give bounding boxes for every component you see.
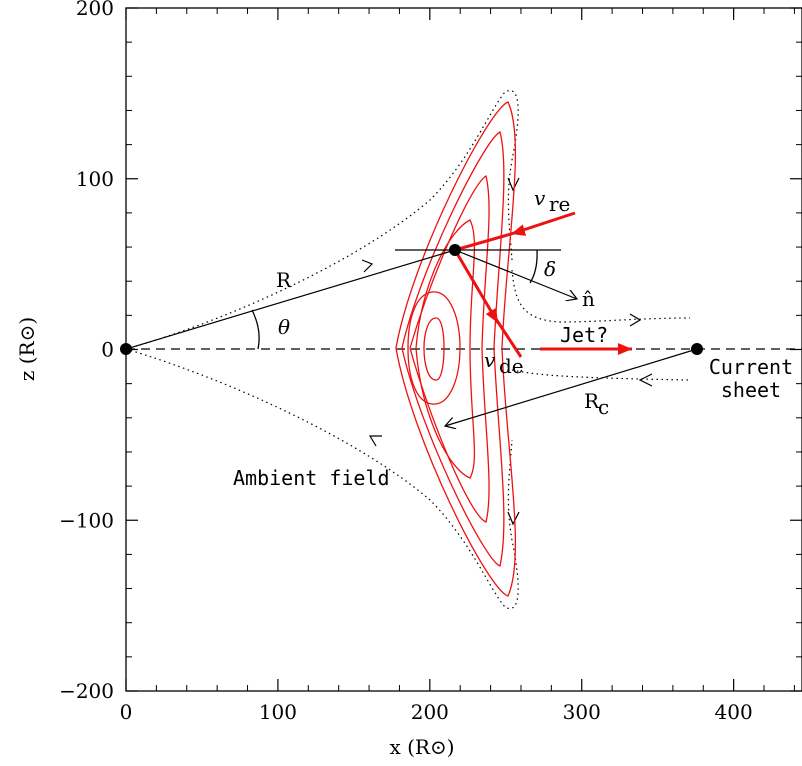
label-v-re: v re [534,186,570,216]
ambient-field-outer-upper [125,90,519,350]
y-axis-title: z (R⊙) [15,317,39,381]
label-delta: δ [544,257,556,281]
contour-2 [407,291,461,405]
x-axis-title: x (R⊙) [389,735,454,759]
x-tick-label: 200 [411,700,449,724]
origin-point [120,343,132,355]
theta-arc [251,309,260,350]
label-v-de-main: v [484,348,496,372]
label-ambient-field: Ambient field [233,466,390,490]
delta-arc [529,249,538,284]
label-jet: Jet? [560,323,608,347]
label-Rc: R c [584,389,609,419]
x-tick-label: 400 [715,700,753,724]
field-arrow-right [629,313,642,327]
field-arrow-lower-left [368,435,382,447]
contour-5 [401,131,505,567]
ambient-field-lines [125,90,691,610]
label-R: R [276,268,292,292]
y-tick-label: −100 [59,508,114,532]
ambient-field-outer-lower [125,348,519,610]
y-tick-label: 100 [76,167,114,191]
label-v-re-main: v [534,186,546,210]
curvature-center-point [691,343,703,355]
y-tick-label: 0 [101,338,114,362]
normal-vector [454,249,577,299]
x-tick-label: 0 [120,700,133,724]
label-n-hat: n̂ [582,287,595,311]
flux-rope-center-point [449,244,461,256]
label-v-de: v de [484,348,524,378]
x-axis-ticks: 0 100 200 300 400 [120,8,795,724]
contour-6 [395,101,517,597]
field-arrow-left [638,373,653,387]
label-v-de-sub: de [499,354,524,378]
y-axis-ticks: 200 100 0 −100 −200 [59,0,802,703]
contour-4 [409,174,490,523]
contour-3 [415,219,476,479]
ambient-field-inner-lower [511,369,691,381]
v-re-arrow [510,211,576,236]
contour-1 [423,317,445,381]
v-de-arrow [453,249,500,324]
field-arrow-lower-right-down [507,511,520,526]
label-current-sheet-line2: sheet [721,378,781,402]
field-arrow-upper-right-down [507,177,520,192]
x-tick-label: 100 [259,700,297,724]
label-current-sheet-line1: Current [709,355,793,379]
field-arrow-upper-left [361,259,374,273]
y-tick-label: −200 [59,679,114,703]
label-Rc-main: R [584,389,600,413]
flux-rope-contours [395,101,517,597]
ambient-field-inner-upper [511,269,691,323]
curvature-radius-line [445,348,698,426]
label-Rc-sub: c [598,395,609,419]
y-tick-label: 200 [76,0,114,20]
field-direction-arrows [361,177,653,526]
x-tick-label: 300 [563,700,601,724]
v-re-arrow-head [454,224,527,252]
label-theta: θ [278,315,290,339]
label-v-re-sub: re [549,192,570,216]
v-de-arrow-tail [492,315,523,358]
radius-line [125,249,456,350]
